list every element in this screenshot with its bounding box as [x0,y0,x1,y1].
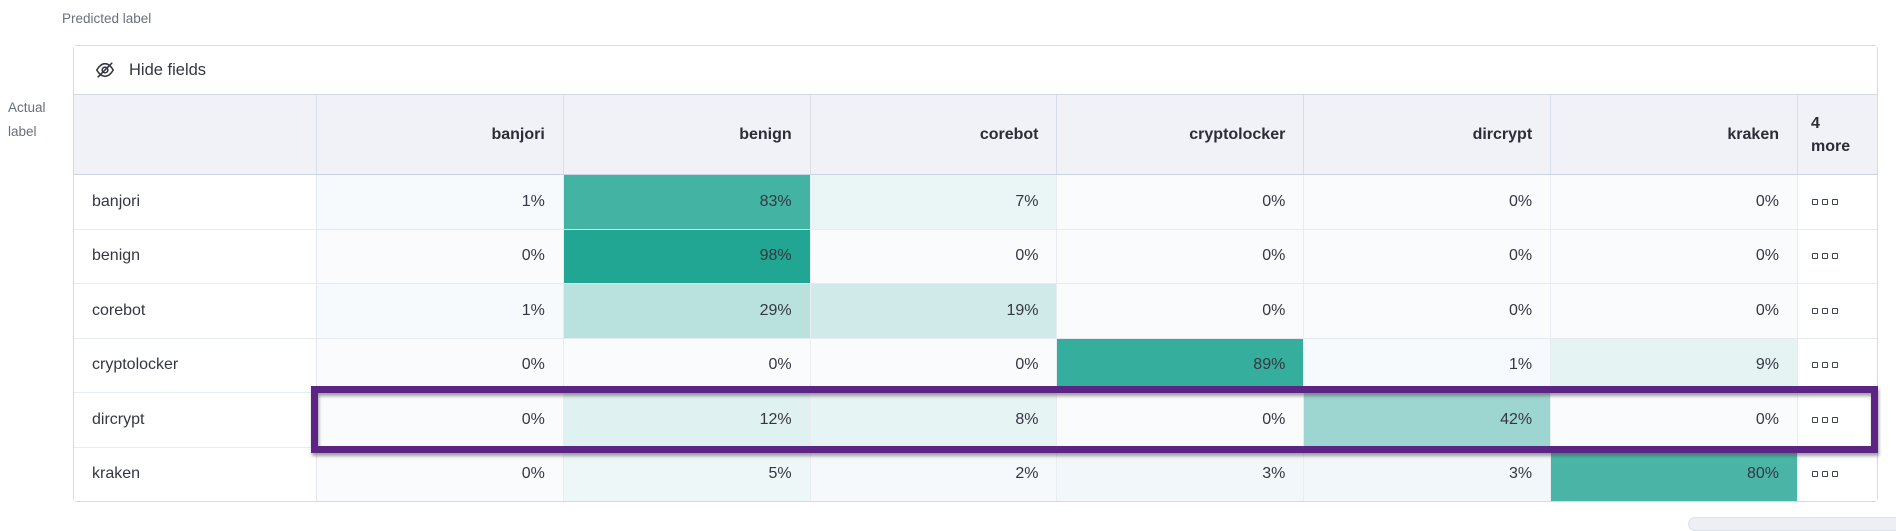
matrix-cell-kraken-benign[interactable]: 5% [563,447,811,501]
grid-toolbar: Hide fields [74,46,1877,95]
boxes-horizontal-icon [1831,362,1838,369]
column-header-kraken[interactable]: kraken [1551,95,1798,174]
header-cell-more[interactable]: 4 more [1798,95,1877,174]
matrix-cell-benign-corebot[interactable]: 0% [810,229,1058,283]
boxes-horizontal-icon [1811,198,1818,205]
row-label-banjori: banjori [74,175,317,229]
matrix-row-dircrypt: dircrypt 0% 12% 8% 0% 42% 0% [74,393,1877,448]
matrix-cell-banjori-cryptolocker[interactable]: 0% [1057,175,1305,229]
boxes-horizontal-icon [1831,307,1838,314]
boxes-horizontal-icon [1831,471,1838,478]
matrix-cell-kraken-kraken[interactable]: 80% [1551,447,1798,501]
matrix-row-banjori: banjori 1% 83% 7% 0% 0% 0% [74,175,1877,230]
boxes-horizontal-icon [1821,471,1828,478]
row-actions-button-benign[interactable] [1797,229,1877,283]
row-actions-button-kraken[interactable] [1797,447,1877,501]
matrix-row-corebot: corebot 1% 29% 19% 0% 0% 0% [74,284,1877,339]
matrix-cell-banjori-corebot[interactable]: 7% [810,175,1058,229]
row-label-dircrypt: dircrypt [74,393,317,447]
matrix-cell-banjori-dircrypt[interactable]: 0% [1304,175,1552,229]
hide-fields-button[interactable]: Hide fields [94,59,206,81]
matrix-cell-corebot-corebot[interactable]: 19% [810,284,1058,338]
matrix-cell-kraken-corebot[interactable]: 2% [810,447,1058,501]
matrix-cell-banjori-benign[interactable]: 83% [563,175,811,229]
matrix-rows: banjori 1% 83% 7% 0% 0% 0% benign 0% 98% 0% 0% 0% 0% c… [74,175,1877,501]
matrix-row-cryptolocker: cryptolocker 0% 0% 0% 89% 1% 9% [74,338,1877,393]
matrix-cell-benign-dircrypt[interactable]: 0% [1304,229,1552,283]
matrix-cell-dircrypt-corebot[interactable]: 8% [810,393,1058,447]
eye-closed-icon [94,59,116,81]
matrix-cell-corebot-dircrypt[interactable]: 0% [1304,284,1552,338]
row-actions-button-banjori[interactable] [1797,175,1877,229]
row-actions-button-dircrypt[interactable] [1797,393,1877,447]
matrix-cell-banjori-banjori[interactable]: 1% [317,175,564,229]
row-label-cryptolocker: cryptolocker [74,338,317,392]
boxes-horizontal-icon [1811,362,1818,369]
matrix-cell-benign-banjori[interactable]: 0% [317,229,564,283]
column-header-dircrypt[interactable]: dircrypt [1304,95,1552,174]
matrix-cell-cryptolocker-corebot[interactable]: 0% [810,338,1058,392]
matrix-cell-cryptolocker-kraken[interactable]: 9% [1551,338,1798,392]
matrix-cell-benign-cryptolocker[interactable]: 0% [1057,229,1305,283]
boxes-horizontal-icon [1811,307,1818,314]
matrix-cell-dircrypt-kraken[interactable]: 0% [1551,393,1798,447]
matrix-cell-kraken-banjori[interactable]: 0% [317,447,564,501]
row-actions-button-corebot[interactable] [1797,284,1877,338]
more-columns-label: 4 more [1810,114,1851,155]
matrix-cell-corebot-kraken[interactable]: 0% [1551,284,1798,338]
matrix-cell-cryptolocker-dircrypt[interactable]: 1% [1304,338,1552,392]
column-header-corebot[interactable]: corebot [811,95,1058,174]
row-label-benign: benign [74,229,317,283]
horizontal-scrollbar[interactable] [1688,517,1896,531]
matrix-cell-kraken-cryptolocker[interactable]: 3% [1057,447,1305,501]
row-actions-button-cryptolocker[interactable] [1797,338,1877,392]
column-header-cryptolocker[interactable]: cryptolocker [1057,95,1305,174]
matrix-cell-corebot-banjori[interactable]: 1% [317,284,564,338]
boxes-horizontal-icon [1821,253,1828,260]
matrix-cell-benign-kraken[interactable]: 0% [1551,229,1798,283]
predicted-label-axis: Predicted label [62,11,152,26]
row-label-kraken: kraken [74,447,317,501]
hide-fields-label: Hide fields [129,60,207,79]
matrix-cell-dircrypt-dircrypt[interactable]: 42% [1304,393,1552,447]
boxes-horizontal-icon [1831,198,1838,205]
boxes-horizontal-icon [1811,416,1818,423]
matrix-cell-cryptolocker-cryptolocker[interactable]: 89% [1057,338,1305,392]
boxes-horizontal-icon [1831,416,1838,423]
header-corner-spacer [74,95,317,174]
matrix-cell-corebot-cryptolocker[interactable]: 0% [1057,284,1305,338]
matrix-cell-benign-benign[interactable]: 98% [563,229,811,283]
boxes-horizontal-icon [1821,362,1828,369]
matrix-cell-dircrypt-cryptolocker[interactable]: 0% [1057,393,1305,447]
column-header-banjori[interactable]: banjori [317,95,564,174]
boxes-horizontal-icon [1821,198,1828,205]
boxes-horizontal-icon [1811,253,1818,260]
matrix-cell-dircrypt-banjori[interactable]: 0% [317,393,564,447]
boxes-horizontal-icon [1821,416,1828,423]
column-header-benign[interactable]: benign [564,95,811,174]
matrix-cell-cryptolocker-banjori[interactable]: 0% [317,338,564,392]
confusion-matrix-panel: Hide fields banjori benign corebot cryptolo… [73,45,1878,502]
actual-label-axis: Actual label [8,100,46,139]
boxes-horizontal-icon [1811,471,1818,478]
header-row: banjori benign corebot cryptolocker dircrypt… [74,95,1877,175]
boxes-horizontal-icon [1821,307,1828,314]
matrix-cell-corebot-benign[interactable]: 29% [563,284,811,338]
matrix-row-benign: benign 0% 98% 0% 0% 0% 0% [74,229,1877,284]
matrix-cell-cryptolocker-benign[interactable]: 0% [563,338,811,392]
row-label-corebot: corebot [74,284,317,338]
matrix-row-kraken: kraken 0% 5% 2% 3% 3% 80% [74,447,1877,501]
matrix-cell-kraken-dircrypt[interactable]: 3% [1304,447,1552,501]
matrix-cell-banjori-kraken[interactable]: 0% [1551,175,1798,229]
matrix-cell-dircrypt-benign[interactable]: 12% [563,393,811,447]
boxes-horizontal-icon [1831,253,1838,260]
